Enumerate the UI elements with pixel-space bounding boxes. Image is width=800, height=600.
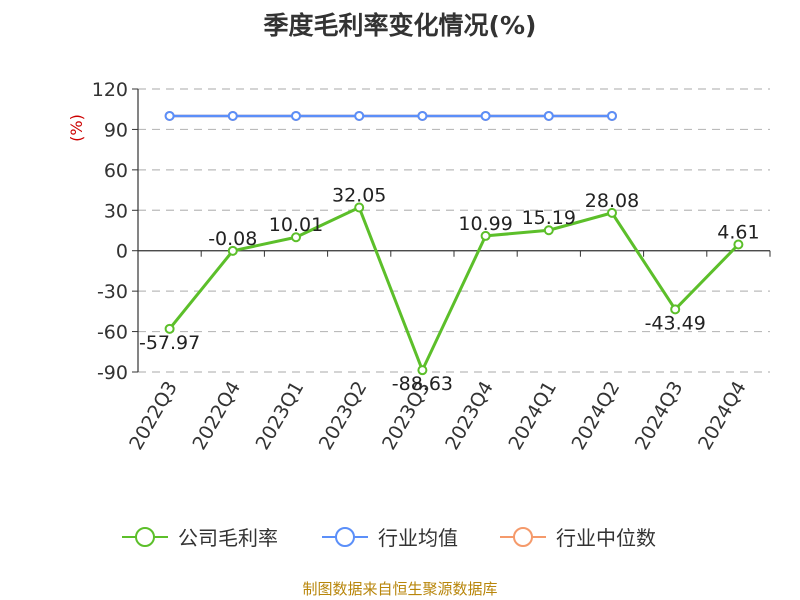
data-label: 4.61 [717, 222, 759, 244]
data-point [291, 232, 301, 243]
y-axis-label: (%) [67, 114, 86, 142]
data-point [607, 207, 617, 218]
legend-item: 行业均值 [322, 526, 458, 550]
data-point [354, 202, 365, 213]
y-tick-label: 0 [116, 241, 128, 263]
data-point [480, 110, 491, 121]
y-tick-label: -60 [97, 322, 128, 344]
data-label: -0.08 [208, 228, 257, 250]
data-point [417, 365, 428, 376]
legend-label: 公司毛利率 [178, 526, 278, 550]
data-point [543, 110, 554, 121]
data-label: 15.19 [522, 207, 576, 229]
series [164, 110, 744, 376]
x-tick-label: 2023Q1 [252, 378, 309, 454]
grid-lines [138, 88, 770, 373]
y-tick-label: -90 [97, 362, 128, 384]
data-label: -43.49 [645, 312, 706, 334]
legend-label: 行业均值 [378, 526, 458, 550]
legend-label: 行业中位数 [556, 526, 656, 550]
y-tick-label: 90 [104, 119, 128, 141]
y-tick-label: 30 [104, 200, 128, 222]
data-point [480, 230, 491, 241]
source-note: 制图数据来自恒生聚源数据库 [302, 580, 498, 598]
data-labels: -57.97 -0.08 10.01 32.05 -88.63 10.99 15.19 28.… [139, 185, 760, 396]
data-label: -57.97 [139, 332, 200, 354]
data-point [227, 110, 238, 121]
y-tick-label: -30 [97, 281, 128, 303]
legend-marker [135, 527, 155, 547]
data-label: 10.99 [458, 213, 512, 235]
data-point [417, 110, 428, 121]
data-point [164, 323, 175, 334]
data-point [354, 110, 365, 121]
x-tick-label: 2024Q3 [631, 378, 688, 454]
data-point [733, 239, 744, 250]
chart-title: 季度毛利率变化情况(%) [263, 11, 537, 40]
series-industry-mean [164, 110, 617, 121]
data-label: 10.01 [269, 214, 323, 236]
x-tick-label: 2024Q4 [694, 378, 751, 454]
series-company [164, 202, 744, 376]
x-tick-label: 2024Q2 [568, 378, 625, 454]
legend-item: 公司毛利率 [122, 526, 278, 550]
x-tick-label: 2024Q1 [504, 378, 561, 454]
legend: 公司毛利率 行业均值 行业中位数 [122, 526, 656, 550]
data-point [543, 225, 554, 236]
data-point [607, 110, 617, 121]
x-tick-label: 2022Q3 [125, 378, 182, 454]
data-point [164, 110, 175, 121]
y-tick-label: 60 [104, 160, 128, 182]
legend-marker [335, 527, 355, 547]
series-line [168, 206, 740, 372]
data-point [670, 304, 681, 315]
y-tick-label: 120 [92, 79, 128, 101]
data-label: -88.63 [392, 373, 453, 395]
data-label: 32.05 [332, 185, 386, 207]
data-label: 28.08 [585, 190, 639, 212]
legend-item: 行业中位数 [500, 526, 656, 550]
legend-marker [513, 527, 533, 547]
x-tick-label: 2022Q4 [188, 378, 245, 454]
data-point [227, 245, 238, 256]
x-tick-label: 2023Q2 [315, 378, 372, 454]
data-point [291, 110, 301, 121]
